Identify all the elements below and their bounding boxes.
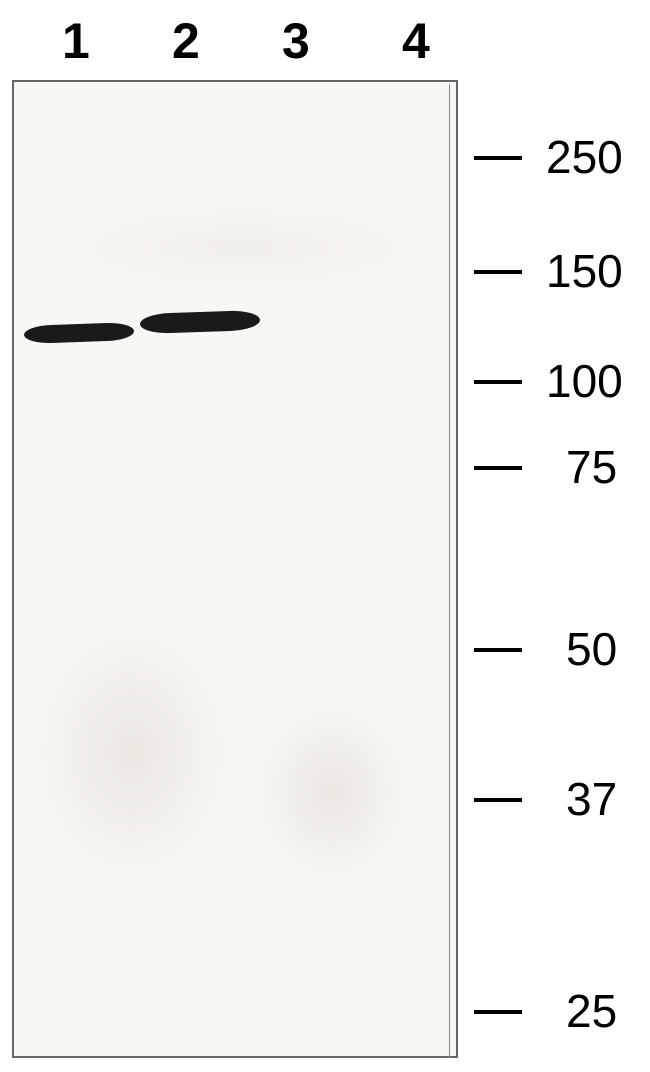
membrane-smudge (54, 202, 434, 292)
marker-label-50: 50 (566, 622, 617, 676)
marker-tick-75 (474, 466, 522, 470)
marker-label-250: 250 (546, 130, 623, 184)
marker-tick-37 (474, 798, 522, 802)
marker-tick-50 (474, 648, 522, 652)
lane-label-1: 1 (62, 12, 90, 70)
lane-label-4: 4 (402, 12, 430, 70)
marker-tick-25 (474, 1010, 522, 1014)
band-lane-2 (140, 310, 261, 334)
lane-label-2: 2 (172, 12, 200, 70)
blot-membrane (12, 80, 458, 1058)
marker-label-37: 37 (566, 772, 617, 826)
marker-label-100: 100 (546, 354, 623, 408)
marker-tick-100 (474, 380, 522, 384)
marker-label-150: 150 (546, 244, 623, 298)
marker-label-25: 25 (566, 984, 617, 1038)
blot-inner-edge (449, 84, 450, 1058)
membrane-smudge (252, 702, 412, 882)
band-lane-1 (24, 322, 135, 344)
marker-tick-150 (474, 270, 522, 274)
membrane-smudge (32, 622, 232, 882)
blot-figure: 1 2 3 4 250 150 100 75 50 37 25 (0, 0, 650, 1072)
marker-tick-250 (474, 156, 522, 160)
lane-label-3: 3 (282, 12, 310, 70)
marker-label-75: 75 (566, 440, 617, 494)
